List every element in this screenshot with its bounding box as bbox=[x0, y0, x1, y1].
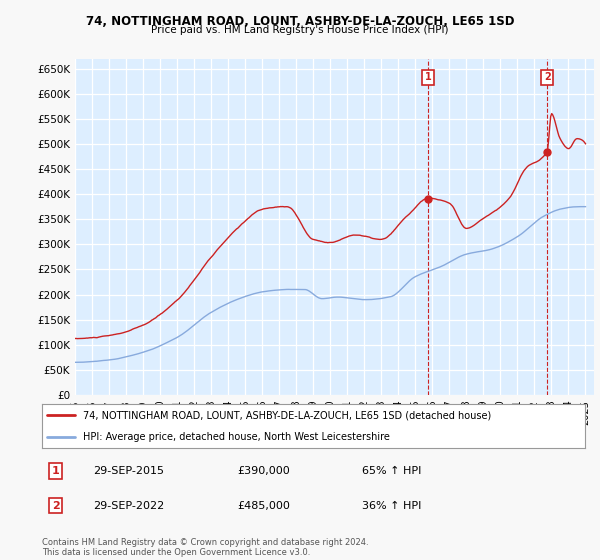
Text: £485,000: £485,000 bbox=[238, 501, 290, 511]
Text: 36% ↑ HPI: 36% ↑ HPI bbox=[362, 501, 422, 511]
Text: Price paid vs. HM Land Registry's House Price Index (HPI): Price paid vs. HM Land Registry's House … bbox=[151, 25, 449, 35]
Text: 74, NOTTINGHAM ROAD, LOUNT, ASHBY-DE-LA-ZOUCH, LE65 1SD: 74, NOTTINGHAM ROAD, LOUNT, ASHBY-DE-LA-… bbox=[86, 15, 514, 27]
Text: 1: 1 bbox=[425, 72, 431, 82]
Text: 65% ↑ HPI: 65% ↑ HPI bbox=[362, 466, 422, 476]
Text: 2: 2 bbox=[52, 501, 59, 511]
Text: £390,000: £390,000 bbox=[238, 466, 290, 476]
Text: Contains HM Land Registry data © Crown copyright and database right 2024.
This d: Contains HM Land Registry data © Crown c… bbox=[42, 538, 368, 557]
Text: HPI: Average price, detached house, North West Leicestershire: HPI: Average price, detached house, Nort… bbox=[83, 432, 389, 442]
Text: 74, NOTTINGHAM ROAD, LOUNT, ASHBY-DE-LA-ZOUCH, LE65 1SD (detached house): 74, NOTTINGHAM ROAD, LOUNT, ASHBY-DE-LA-… bbox=[83, 410, 491, 420]
Text: 1: 1 bbox=[52, 466, 59, 476]
Text: 29-SEP-2015: 29-SEP-2015 bbox=[94, 466, 164, 476]
Text: 2: 2 bbox=[544, 72, 551, 82]
Text: 29-SEP-2022: 29-SEP-2022 bbox=[94, 501, 165, 511]
